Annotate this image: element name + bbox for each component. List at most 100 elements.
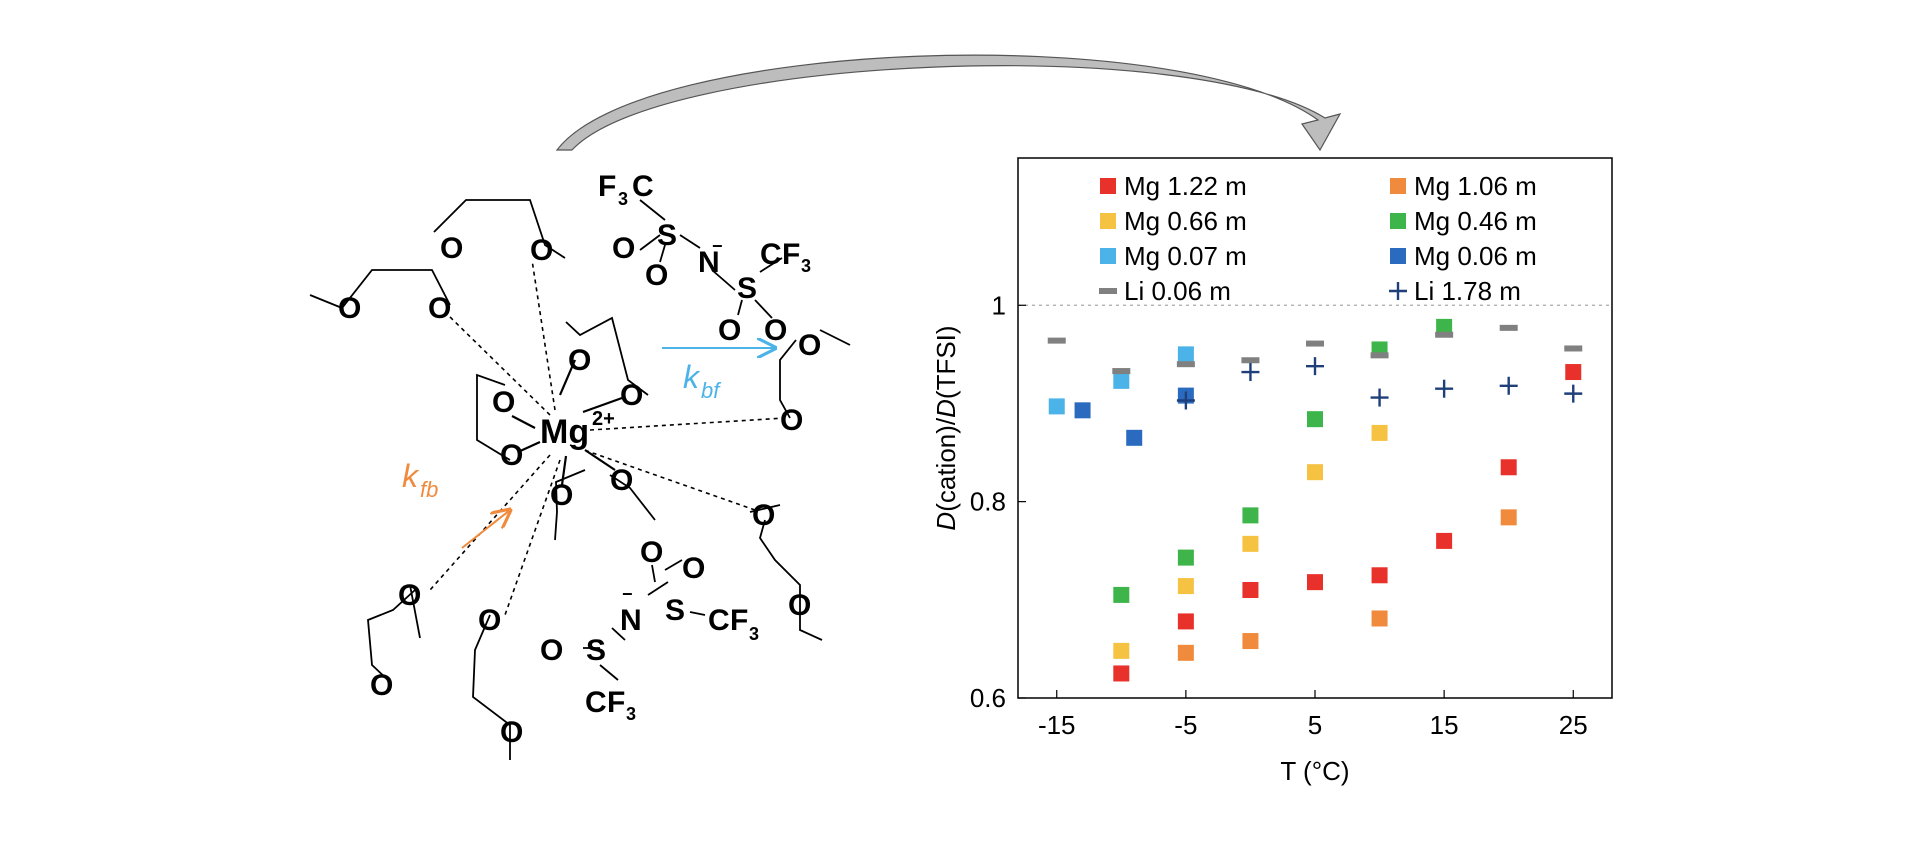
- tfsi-upper-atoms: F 3 C S O O N − S C F 3 O O: [598, 170, 811, 347]
- data-point: [1113, 665, 1130, 682]
- svg-text:S: S: [586, 634, 606, 667]
- legend-item: Mg 0.66 m: [1100, 206, 1247, 236]
- legend-marker: [1389, 282, 1407, 300]
- data-point: [1565, 364, 1582, 381]
- data-point: [1371, 424, 1388, 441]
- svg-text:3: 3: [749, 624, 759, 644]
- data-point: [1371, 567, 1388, 584]
- atom-o: O: [500, 716, 523, 749]
- series-li-0-06-m: [1047, 324, 1583, 375]
- series-mg-1-06-m: [1177, 509, 1517, 661]
- data-point: [1048, 398, 1065, 415]
- data-point: [1307, 411, 1323, 428]
- magnesium-cation: Mg 2+: [540, 408, 615, 451]
- x-tick-label: 15: [1430, 710, 1459, 740]
- data-point: [1177, 613, 1194, 630]
- legend-item: Li 1.78 m: [1389, 276, 1521, 306]
- data-point: [1113, 642, 1130, 659]
- atom-o: O: [492, 386, 515, 419]
- atom-o: O: [398, 579, 421, 612]
- y-tick-label: 0.8: [970, 487, 1006, 517]
- svg-text:F: F: [730, 604, 748, 637]
- svg-text:N: N: [620, 604, 642, 637]
- legend-item: Mg 0.06 m: [1390, 241, 1537, 271]
- svg-text:N: N: [698, 246, 720, 279]
- atom-o: O: [610, 464, 633, 497]
- data-point: [1177, 644, 1194, 661]
- data-point: [1047, 337, 1066, 344]
- data-point: [1126, 429, 1143, 446]
- atom-o: O: [338, 292, 361, 325]
- atom-o: O: [530, 234, 553, 267]
- series-mg-1-22-m: [1113, 364, 1582, 682]
- kbf-subscript: bf: [701, 378, 722, 403]
- legend-label: Li 0.06 m: [1124, 276, 1231, 306]
- atom-o: O: [620, 379, 643, 412]
- data-point: [1435, 379, 1454, 398]
- data-point: [1177, 346, 1194, 363]
- legend-item: Li 0.06 m: [1099, 276, 1231, 306]
- atom-o: O: [428, 292, 451, 325]
- tfsi-anion-upper: [639, 199, 783, 319]
- x-tick-label: 25: [1559, 710, 1588, 740]
- y-tick-label: 0.6: [970, 683, 1006, 713]
- data-point: [1242, 535, 1259, 552]
- data-marks: [1047, 318, 1583, 682]
- data-point: [1176, 391, 1195, 410]
- series-mg-0-66-m: [1113, 424, 1388, 659]
- atom-o: O: [780, 404, 803, 437]
- legend-item: Mg 0.46 m: [1390, 206, 1537, 236]
- svg-text:F: F: [782, 238, 800, 271]
- kbf-symbol: k: [683, 359, 701, 395]
- data-point: [1500, 459, 1517, 476]
- legend-marker: [1099, 288, 1117, 294]
- data-point: [1242, 582, 1259, 598]
- data-point: [1177, 549, 1194, 566]
- data-point: [1242, 507, 1259, 524]
- data-point: [1306, 340, 1324, 347]
- connecting-curved-arrow: [555, 54, 1342, 152]
- legend-label: Mg 1.22 m: [1124, 171, 1247, 201]
- legend-marker: [1100, 178, 1116, 194]
- data-point: [1436, 318, 1453, 335]
- plot-frame: [1017, 157, 1613, 699]
- kbf-rate: k bf: [662, 348, 775, 403]
- data-point: [1500, 509, 1517, 526]
- y-axis-label: D(cation)/D(TFSI): [931, 325, 961, 530]
- svg-text:O: O: [764, 314, 787, 347]
- kfb-subscript: fb: [420, 477, 438, 502]
- legend-label: Mg 0.06 m: [1414, 241, 1537, 271]
- legend-label: Mg 0.46 m: [1414, 206, 1537, 236]
- data-point: [1176, 361, 1195, 368]
- kfb-arrow: [461, 510, 510, 549]
- x-tick-label: -15: [1038, 710, 1076, 740]
- series-mg-0-46-m: [1113, 318, 1453, 603]
- y-axis-ticks: 0.6 0.8 1: [970, 290, 1026, 713]
- data-point: [1177, 578, 1194, 595]
- svg-text:C: C: [708, 604, 730, 637]
- svg-text:3: 3: [618, 189, 628, 209]
- y-tick-label: 1: [992, 290, 1006, 320]
- legend-item: Mg 1.22 m: [1100, 171, 1247, 201]
- series-mg-0-06-m: [1074, 387, 1194, 446]
- svg-text:O: O: [682, 552, 705, 585]
- tfsi-anion-lower: [583, 559, 706, 681]
- atom-o: O: [550, 479, 573, 512]
- legend: Mg 1.22 m Mg 1.06 m Mg 0.66 m Mg 0.46 m Mg 0…: [1099, 171, 1537, 306]
- x-tick-label: 5: [1308, 710, 1322, 740]
- data-point: [1307, 464, 1323, 481]
- legend-marker: [1390, 213, 1406, 229]
- series-li-1-78-m: [1176, 357, 1583, 410]
- svg-text:O: O: [540, 634, 563, 667]
- legend-marker: [1390, 248, 1406, 264]
- data-point: [1074, 402, 1091, 419]
- svg-text:C: C: [632, 170, 654, 203]
- svg-text:O: O: [640, 536, 663, 569]
- svg-text:C: C: [760, 238, 782, 271]
- svg-text:O: O: [645, 259, 668, 292]
- data-point: [1435, 331, 1454, 338]
- diffusion-ratio-chart: -15 -5 5 15 25 0.60.81 Mg 1.22 m Mg 1.06 mMg …: [931, 157, 1613, 786]
- svg-text:−: −: [622, 584, 633, 604]
- legend-label: Li 1.78 m: [1414, 276, 1521, 306]
